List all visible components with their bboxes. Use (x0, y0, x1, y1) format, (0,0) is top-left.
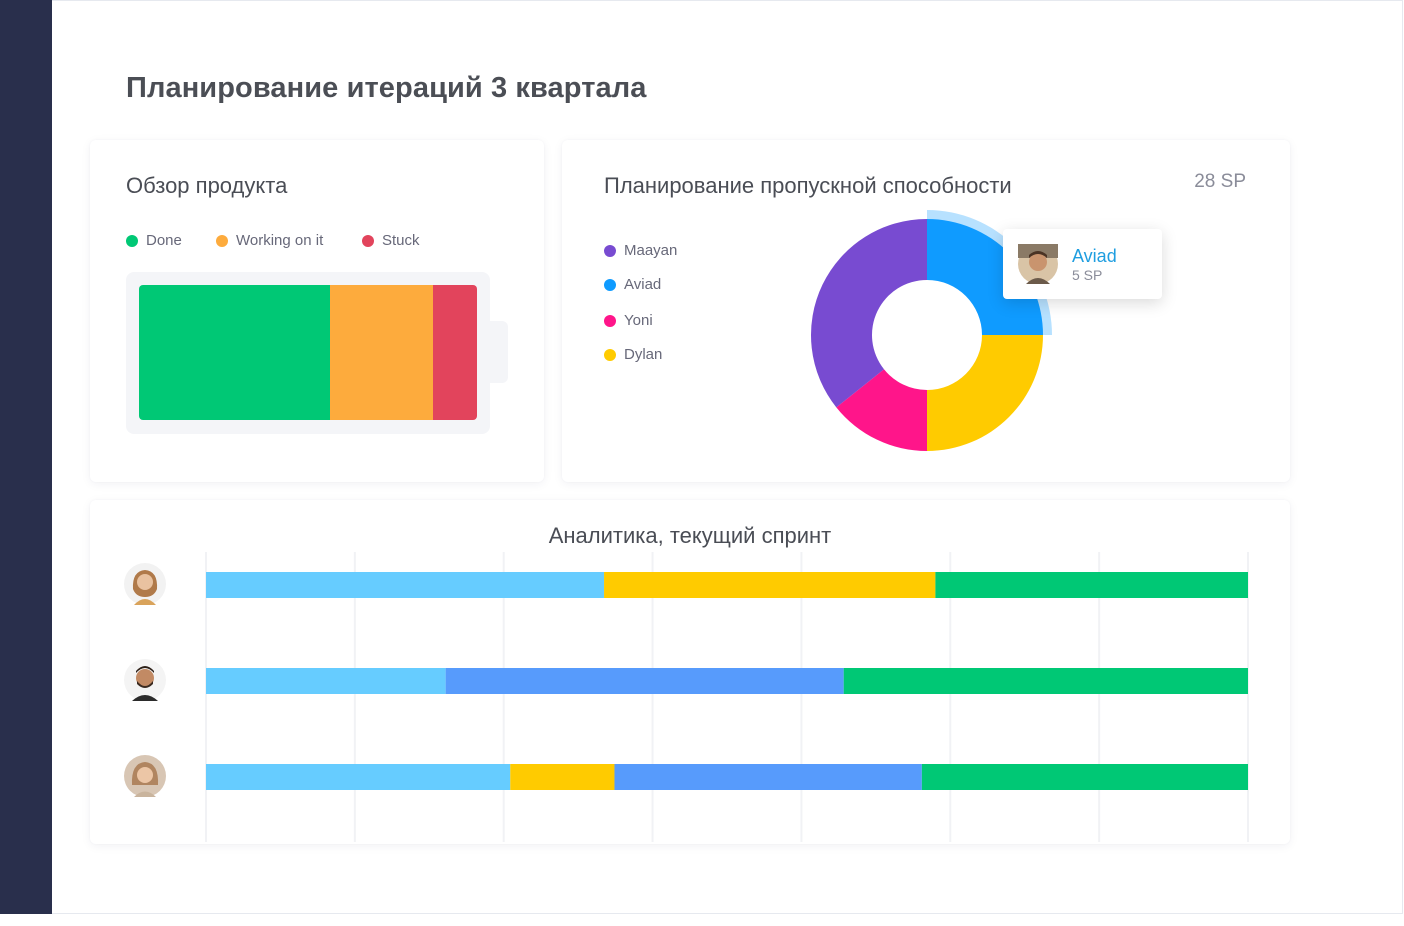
legend-item-yoni: Yoni (604, 312, 653, 329)
sprint-analytics-chart (205, 552, 1249, 842)
left-sidebar (0, 0, 52, 914)
capacity-title: Планирование пропускной способности (604, 173, 1012, 198)
product-overview-card: Обзор продукта Done Working on it Stuck (90, 140, 544, 482)
sprint-bar-row1-segment1[interactable] (206, 572, 605, 598)
maayan-dot-icon (604, 244, 616, 257)
sprint-bar-row1-segment3[interactable] (935, 572, 1248, 598)
aviad-avatar (1018, 244, 1058, 284)
board-frame (52, 0, 1403, 914)
sprint-bar-row3-segment2[interactable] (510, 764, 615, 790)
done-dot-icon (126, 234, 138, 247)
battery-segment-stuck (433, 285, 477, 420)
legend-label-aviad: Aviad (624, 276, 662, 293)
legend-label-working: Working on it (236, 232, 324, 249)
sprint-bar-row2-segment2[interactable] (445, 668, 844, 694)
legend-item-done: Done (126, 232, 182, 249)
tooltip-name: Aviad (1072, 246, 1117, 266)
legend-item-stuck: Stuck (362, 232, 420, 249)
sprint-bar-row2-segment1[interactable] (206, 668, 446, 694)
donut-slice-yoni[interactable] (836, 369, 927, 451)
donut-slice-aviad[interactable] (927, 219, 1043, 335)
sprint-bar-row1-segment2[interactable] (604, 572, 936, 598)
tooltip-value: 5 SP (1072, 267, 1103, 283)
analytics-card: Аналитика, текущий спринт (90, 500, 1290, 844)
donut-slice-dylan[interactable] (927, 335, 1043, 451)
total-story-points: 28 SP (1194, 171, 1246, 192)
legend-label-maayan: Maayan (624, 242, 678, 259)
user-avatar-1 (124, 563, 166, 605)
user-avatar-2 (124, 659, 166, 701)
page-title: Планирование итераций 3 квартала (126, 72, 647, 104)
legend-label-stuck: Stuck (382, 232, 420, 249)
stuck-dot-icon (362, 234, 374, 247)
product-overview-title: Обзор продукта (126, 173, 288, 198)
capacity-card: Планирование пропускной способности 28 S… (562, 140, 1290, 482)
legend-label-done: Done (146, 232, 182, 249)
donut-slice-maayan[interactable] (811, 219, 927, 408)
sprint-bar-row3-segment1[interactable] (206, 764, 511, 790)
user-avatar-3 (124, 755, 166, 797)
dylan-dot-icon (604, 348, 616, 361)
legend-item-maayan: Maayan (604, 242, 677, 259)
working-dot-icon (216, 234, 228, 247)
battery-segment-done (139, 285, 330, 420)
sprint-bar-row3-segment4[interactable] (921, 764, 1248, 790)
legend-item-dylan: Dylan (604, 346, 662, 363)
battery-segment-working-on-it (329, 285, 434, 420)
legend-item-working: Working on it (216, 232, 323, 249)
yoni-dot-icon (604, 314, 616, 327)
chart-tooltip: Aviad 5 SP (1003, 229, 1162, 299)
legend-label-dylan: Dylan (624, 346, 663, 363)
battery-tip (490, 321, 508, 383)
aviad-dot-icon (604, 278, 616, 291)
legend-label-yoni: Yoni (624, 312, 653, 329)
analytics-title: Аналитика, текущий спринт (548, 523, 832, 548)
status-battery-bar (139, 285, 477, 420)
legend-item-aviad: Aviad (604, 276, 661, 293)
sprint-bar-row2-segment3[interactable] (843, 668, 1248, 694)
sprint-bar-row3-segment3[interactable] (614, 764, 922, 790)
